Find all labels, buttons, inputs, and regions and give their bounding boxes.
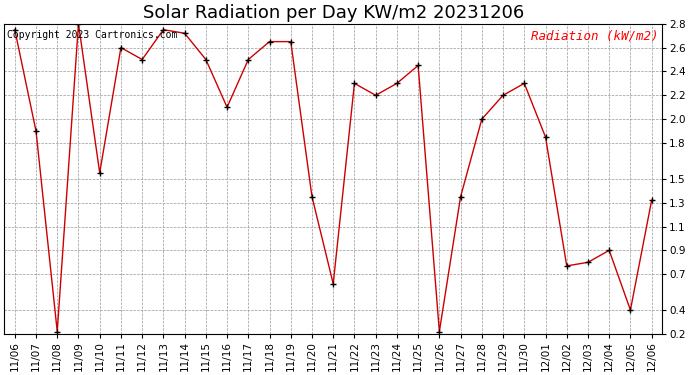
- Text: Radiation (kW/m2): Radiation (kW/m2): [531, 30, 659, 43]
- Text: Copyright 2023 Cartronics.com: Copyright 2023 Cartronics.com: [8, 30, 178, 40]
- Title: Solar Radiation per Day KW/m2 20231206: Solar Radiation per Day KW/m2 20231206: [143, 4, 524, 22]
